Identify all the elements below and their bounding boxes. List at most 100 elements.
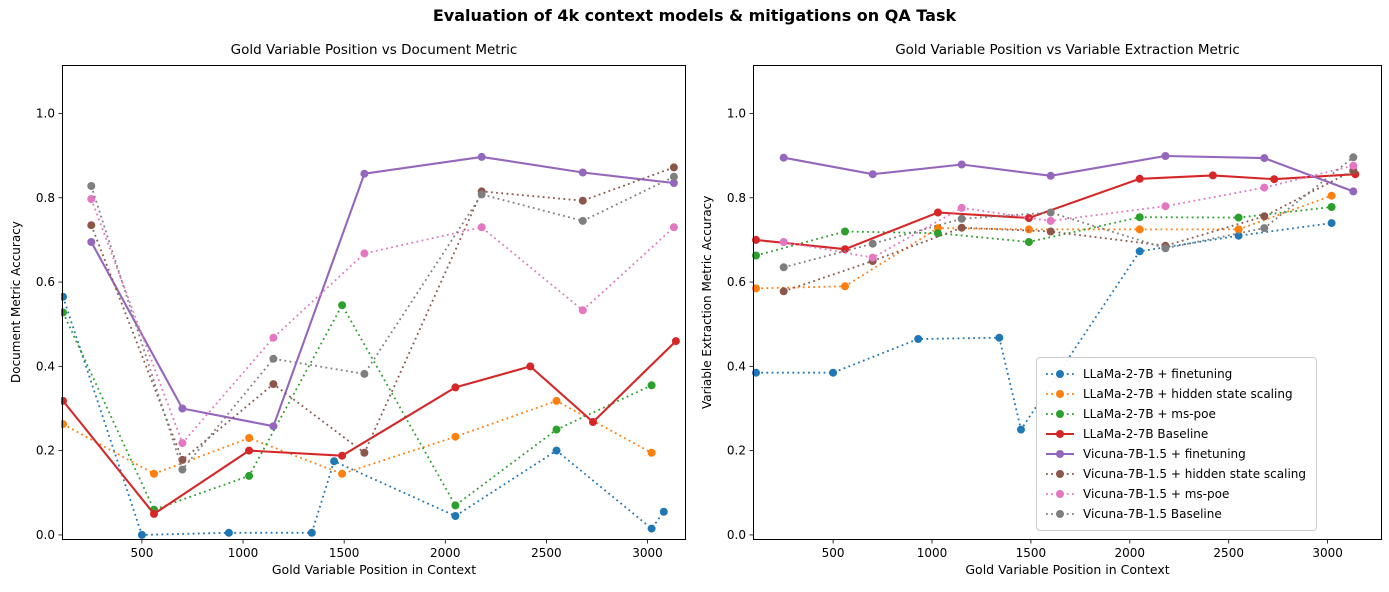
x-tick-label: 1500 — [1016, 546, 1047, 560]
data-point-marker — [552, 446, 561, 455]
data-point-marker — [671, 337, 680, 346]
x-tick-label: 1000 — [228, 546, 259, 560]
data-point-marker — [578, 168, 587, 177]
legend-marker — [1056, 510, 1064, 518]
data-point-marker — [360, 448, 369, 457]
legend-line-sample — [1046, 490, 1074, 498]
data-point-marker — [779, 238, 788, 246]
series-line — [62, 399, 653, 475]
y-tick-label: 0.8 — [727, 191, 746, 205]
data-point-marker — [87, 195, 96, 203]
data-point-marker — [868, 170, 877, 179]
legend-item: LLaMa-2-7B + hidden state scaling — [1045, 384, 1306, 404]
data-point-marker — [1260, 212, 1269, 221]
y-tick-label: 0.4 — [727, 359, 746, 373]
data-point-marker — [526, 362, 535, 371]
data-point-marker — [647, 448, 656, 457]
data-point-marker — [841, 227, 849, 236]
data-point-marker — [1161, 202, 1170, 211]
data-point-marker — [957, 223, 966, 232]
data-point-marker — [360, 169, 369, 178]
data-point-marker — [1327, 191, 1336, 200]
data-point-marker — [269, 422, 278, 431]
y-tick-label: 0.6 — [727, 275, 746, 289]
data-point-marker — [1046, 171, 1055, 180]
data-point-marker — [178, 439, 187, 448]
x-tick-label: 3000 — [1312, 546, 1343, 560]
data-point-marker — [245, 434, 254, 442]
legend-line-sample — [1046, 470, 1074, 478]
legend-item-label: Vicuna-7B-1.5 Baseline — [1083, 507, 1222, 521]
data-point-marker — [957, 203, 966, 212]
legend-item-label: Vicuna-7B-1.5 + hidden state scaling — [1083, 467, 1307, 481]
left-chart: 500 1000 1500 2000 2500 3000 0.0 0.2 0.4 0.6 0.8 1.… — [36, 65, 686, 560]
data-point-marker — [338, 301, 347, 310]
data-point-marker — [150, 509, 158, 518]
series-line — [756, 222, 1332, 432]
right-plot-svg: 500 1000 1500 2000 2500 3000 0.0 0.2 0.4 0.6 0.8 1.… — [727, 65, 1382, 560]
y-tick-label: 0.2 — [36, 444, 55, 458]
data-point-marker — [552, 425, 561, 434]
data-point-marker — [669, 163, 678, 172]
data-point-marker — [1161, 244, 1170, 253]
data-point-marker — [477, 223, 486, 232]
legend-item-label: LLaMa-2-7B + hidden state scaling — [1083, 387, 1293, 401]
y-tick-label: 0.0 — [727, 528, 746, 542]
y-tick-label: 1.0 — [36, 106, 55, 120]
data-point-marker — [87, 221, 96, 230]
legend-line-sample — [1046, 370, 1074, 378]
figure-title: Evaluation of 4k context models & mitiga… — [432, 6, 957, 25]
data-point-marker — [1234, 225, 1243, 234]
left-plot-svg: 500 1000 1500 2000 2500 3000 0.0 0.2 0.4 0.6 0.8 1.… — [36, 65, 686, 560]
data-point-marker — [1024, 225, 1033, 234]
x-tick-label: 500 — [822, 546, 845, 560]
right-chart: 500 1000 1500 2000 2500 3000 0.0 0.2 0.4 0.6 0.8 1.… — [727, 65, 1382, 560]
x-tick-label: 1500 — [329, 546, 360, 560]
series-group — [752, 152, 1360, 434]
legend-marker — [1056, 470, 1064, 478]
legend-item-label: LLaMa-2-7B + ms-poe — [1083, 407, 1216, 421]
data-point-marker — [451, 432, 460, 441]
legend-line-sample — [1046, 430, 1074, 438]
plot-border — [753, 65, 1382, 540]
x-tick-label: 2000 — [430, 546, 461, 560]
data-point-marker — [477, 190, 486, 199]
series-line — [62, 296, 665, 536]
data-point-marker — [1260, 224, 1269, 233]
data-point-marker — [269, 354, 278, 363]
data-point-marker — [1234, 231, 1243, 240]
right-chart-title: Gold Variable Position vs Variable Extra… — [895, 42, 1240, 58]
data-point-marker — [779, 153, 788, 162]
data-point-marker — [451, 512, 460, 520]
y-tick-label: 0.0 — [36, 528, 55, 542]
x-tick-label: 500 — [130, 546, 153, 560]
series-line — [62, 340, 677, 516]
x-tick-label: 2500 — [531, 546, 562, 560]
x-tick-label: 2000 — [1115, 546, 1146, 560]
data-point-marker — [1135, 213, 1144, 222]
data-point-marker — [1161, 152, 1170, 160]
data-point-marker — [957, 160, 966, 169]
data-point-marker — [451, 383, 460, 392]
data-point-marker — [269, 380, 278, 389]
data-point-marker — [779, 263, 788, 272]
y-tick-label: 0.4 — [36, 359, 55, 373]
data-point-marker — [868, 253, 877, 262]
data-point-marker — [829, 368, 838, 377]
data-point-marker — [87, 238, 96, 246]
legend-item: Vicuna-7B-1.5 + hidden state scaling — [1045, 464, 1306, 484]
legend-item: Vicuna-7B-1.5 + ms-poe — [1045, 484, 1306, 504]
data-point-marker — [1234, 213, 1243, 222]
y-tick-label: 0.2 — [727, 444, 746, 458]
data-point-marker — [150, 469, 158, 478]
data-point-marker — [224, 528, 233, 537]
data-point-marker — [841, 245, 849, 254]
data-point-marker — [669, 172, 678, 181]
data-point-marker — [360, 369, 369, 378]
data-point-marker — [669, 179, 678, 187]
data-point-marker — [1135, 247, 1144, 256]
legend-item: LLaMa-2-7B Baseline — [1045, 424, 1306, 444]
series-line — [755, 194, 1332, 290]
data-point-marker — [933, 229, 942, 238]
